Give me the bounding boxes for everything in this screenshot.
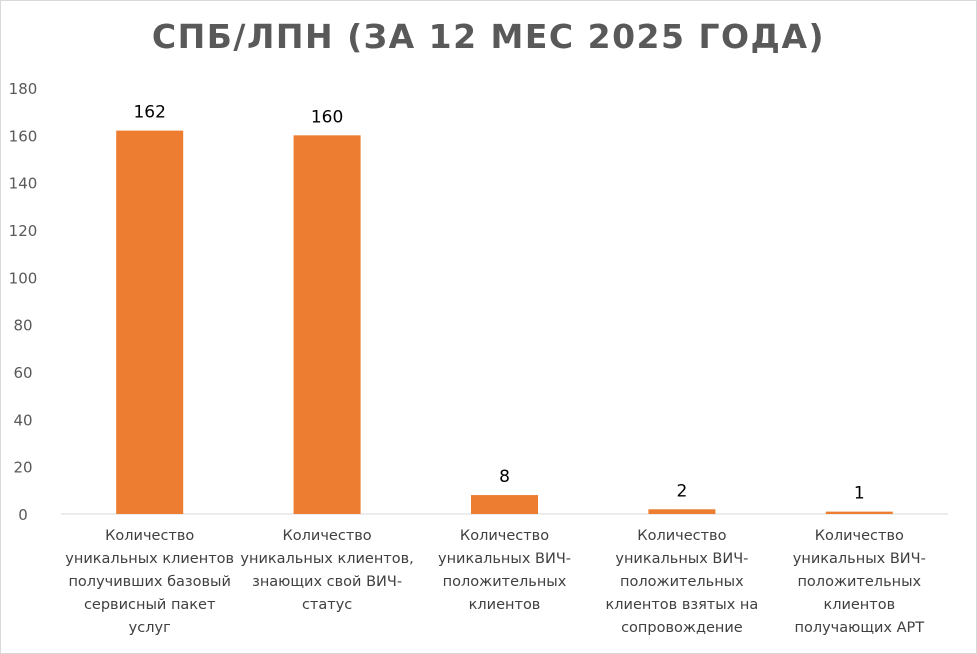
data-label: 1 xyxy=(854,484,865,504)
y-tick-label: 140 xyxy=(9,175,38,193)
x-tick-label: Количество уникальных клиентов получивши… xyxy=(65,528,235,636)
x-tick-label: Количество уникальных клиентов, знающих … xyxy=(240,528,414,613)
x-tick-label: Количество уникальных ВИЧ- положительных… xyxy=(605,528,759,636)
bar xyxy=(825,511,893,514)
data-label: 8 xyxy=(499,467,510,487)
y-tick-label: 60 xyxy=(13,364,32,382)
y-tick-label: 80 xyxy=(13,317,32,335)
y-tick-label: 180 xyxy=(9,80,38,98)
data-label: 160 xyxy=(311,107,343,127)
bar xyxy=(648,509,716,514)
chart-title: СПБ/ЛПН (ЗА 12 МЕС 2025 ГОДА) xyxy=(151,17,826,56)
y-tick-label: 160 xyxy=(9,127,38,145)
x-tick-label: Количество уникальных ВИЧ- положительных… xyxy=(792,528,926,636)
y-tick-label: 0 xyxy=(18,506,28,524)
bar xyxy=(293,135,361,515)
x-tick-label: Количество уникальных ВИЧ- положительных… xyxy=(437,528,572,613)
y-tick-label: 100 xyxy=(9,269,38,287)
y-tick-label: 120 xyxy=(9,222,38,240)
data-label: 162 xyxy=(133,103,165,123)
data-label: 2 xyxy=(676,481,687,501)
bar xyxy=(471,495,538,514)
y-tick-label: 20 xyxy=(13,459,32,477)
y-tick-label: 40 xyxy=(13,411,32,429)
bar xyxy=(116,130,184,514)
